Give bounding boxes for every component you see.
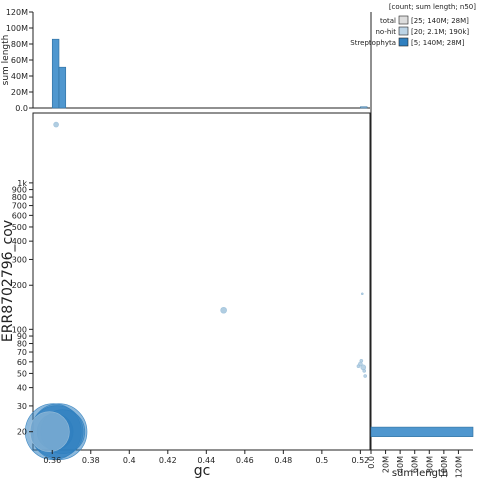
x-tick-label: 0.38 xyxy=(82,456,100,465)
y-tick-label: 500 xyxy=(12,223,27,232)
x-tick-label: 0.42 xyxy=(159,456,177,465)
y-tick-label: 30 xyxy=(17,402,27,411)
top-histogram-bar xyxy=(51,38,60,109)
top-histogram-y-tick-label: 0.0 xyxy=(15,104,28,113)
y-tick-label: 800 xyxy=(12,193,27,202)
scatter-point xyxy=(220,306,227,314)
legend-entry-stats: [20; 2.1M; 190k] xyxy=(411,28,469,36)
y-tick-label: 1k xyxy=(17,179,27,188)
right-histogram-x-ticks: 0.0 20M 40M 60M 80M 100M 120M xyxy=(367,450,463,478)
scatter-point xyxy=(359,358,364,363)
right-histogram-x-tick-label: 100M xyxy=(440,456,449,478)
y-tick-label: 40 xyxy=(17,384,27,393)
legend: [count; sum length; n50] total [25; 140M; … xyxy=(350,3,476,47)
top-histogram-y-label: sum length xyxy=(1,35,11,86)
x-tick-label: 0.46 xyxy=(236,456,254,465)
right-histogram-x-label: sum length xyxy=(392,468,448,479)
top-histogram-bar xyxy=(58,66,67,109)
x-axis-ticks: 0.36 0.38 0.4 0.42 0.44 0.46 0.48 0.5 0.52 xyxy=(43,450,369,465)
y-tick-label: 20 xyxy=(17,428,27,437)
y-tick-label: 50 xyxy=(17,369,27,378)
scatter-point xyxy=(29,411,70,453)
x-tick-label: 0.36 xyxy=(43,456,61,465)
legend-entry-stats: [25; 140M; 28M] xyxy=(411,17,469,25)
x-tick-label: 0.48 xyxy=(274,456,292,465)
legend-swatch xyxy=(398,26,409,36)
main-scatter-panel: 0.36 0.38 0.4 0.42 0.44 0.46 0.48 0.5 0.52 20 30 4… xyxy=(0,112,371,479)
top-histogram-y-tick-label: 40M xyxy=(11,72,28,81)
right-histogram-x-tick-label: 60M xyxy=(411,456,420,473)
scatter-points xyxy=(24,121,367,461)
y-tick-label: 400 xyxy=(12,237,27,246)
x-tick-label: 0.52 xyxy=(351,456,369,465)
y-tick-label: 100 xyxy=(12,325,27,334)
y-tick-label: 70 xyxy=(17,348,27,357)
top-histogram-y-tick-label: 100M xyxy=(6,24,28,33)
scatter-point xyxy=(360,292,364,296)
y-axis-label: ERR8702796_cov xyxy=(0,220,16,342)
top-histogram-bars xyxy=(51,38,368,109)
y-tick-label: 900 xyxy=(12,186,27,195)
x-tick-label: 0.44 xyxy=(197,456,215,465)
scatter-point xyxy=(356,364,361,369)
top-histogram-y-tick-label: 20M xyxy=(11,88,28,97)
legend-entry-name: total xyxy=(380,17,396,25)
y-tick-label: 600 xyxy=(12,211,27,220)
right-histogram-x-tick-label: 120M xyxy=(454,456,463,478)
scatter-point xyxy=(363,374,367,378)
x-tick-label: 0.5 xyxy=(315,456,328,465)
y-tick-label: 60 xyxy=(17,358,27,367)
top-histogram-y-ticks: 0.0 20M 40M 60M 80M 100M 120M xyxy=(6,8,33,113)
x-axis-label: gc xyxy=(194,463,211,479)
x-tick-label: 0.4 xyxy=(123,456,136,465)
top-histogram-y-tick-label: 60M xyxy=(11,56,28,65)
y-tick-label: 200 xyxy=(12,281,27,290)
legend-entry-name: no-hit xyxy=(375,28,396,36)
y-tick-label: 300 xyxy=(12,255,27,264)
top-histogram-y-tick-label: 80M xyxy=(11,40,28,49)
right-histogram-x-tick-label: 0.0 xyxy=(367,456,376,469)
right-histogram-bar xyxy=(370,426,474,437)
legend-swatch xyxy=(398,15,409,25)
top-histogram-bar xyxy=(360,106,368,109)
scatter-point xyxy=(362,369,367,373)
plot-frame xyxy=(32,112,371,451)
scatter-point xyxy=(360,364,367,371)
scatter-point xyxy=(53,121,59,128)
top-histogram: 0.0 20M 40M 60M 80M 100M 120M sum length xyxy=(1,8,370,113)
legend-swatch xyxy=(398,37,409,47)
right-histogram-x-tick-label: 80M xyxy=(425,456,434,473)
y-tick-label: 90 xyxy=(17,332,27,341)
right-histogram-x-tick-label: 40M xyxy=(396,456,405,473)
right-histogram: 0.0 20M 40M 60M 80M 100M 120M sum length xyxy=(367,12,474,479)
legend-title: [count; sum length; n50] xyxy=(389,3,476,11)
legend-entry-stats: [5; 140M; 28M] xyxy=(411,39,465,47)
right-histogram-bars xyxy=(370,426,474,437)
legend-entry-name: Streptophyta xyxy=(350,39,396,47)
y-tick-label: 700 xyxy=(12,202,27,211)
top-histogram-y-tick-label: 120M xyxy=(6,8,28,17)
right-histogram-x-tick-label: 20M xyxy=(382,456,391,473)
y-tick-label: 80 xyxy=(17,340,27,349)
